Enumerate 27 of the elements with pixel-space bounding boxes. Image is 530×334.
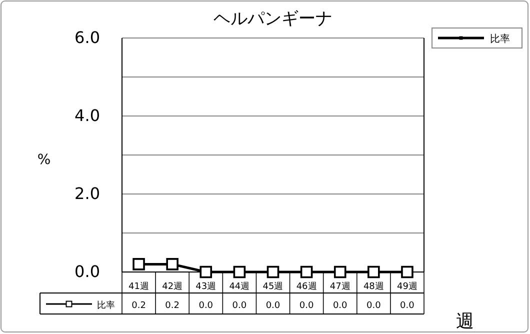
data-label: 0.0	[366, 301, 382, 311]
x-tick-label: 48週	[363, 281, 384, 292]
x-tick-label: 43週	[196, 281, 216, 292]
data-label: 0.0	[232, 301, 247, 311]
y-tick-label: 6.0	[74, 28, 100, 48]
x-tick-label: 42週	[162, 281, 183, 292]
x-tick-label: 49週	[396, 281, 418, 292]
data-label: 0.0	[299, 301, 314, 311]
data-label: 0.0	[332, 301, 348, 311]
legend-label: 比率	[490, 33, 510, 45]
y-axis-title: %	[37, 152, 51, 168]
y-tick-label: 4.0	[74, 106, 100, 126]
y-tick-label: 2.0	[74, 184, 100, 204]
data-label: 0.0	[198, 301, 214, 311]
text: 比率	[97, 301, 115, 311]
data-label: 0.2	[132, 301, 146, 311]
x-tick-label: 46週	[296, 281, 317, 292]
x-tick-label: 47週	[330, 281, 350, 292]
data-label: 0.2	[165, 301, 180, 311]
chart-title: ヘルパンギーナ	[214, 9, 332, 29]
x-tick-label: 41週	[128, 281, 150, 292]
data-label: 0.0	[266, 301, 280, 311]
y-tick-label: 0.0	[74, 262, 100, 282]
data-label: 0.0	[400, 301, 415, 311]
x-tick-label: 45週	[262, 281, 284, 292]
x-axis-title: 週	[456, 311, 474, 332]
x-tick-label: 44週	[229, 281, 250, 292]
